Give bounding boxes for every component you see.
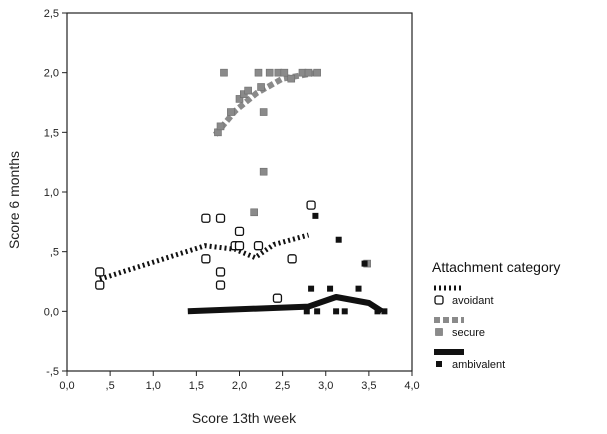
fit-lines	[99, 69, 384, 315]
x-tick-label: 4,0	[404, 380, 419, 392]
plot-frame	[66, 12, 413, 372]
secure-point	[235, 95, 244, 103]
ambivalent-point	[314, 308, 321, 315]
secure-point	[287, 74, 296, 83]
ambivalent-point	[341, 308, 348, 315]
avoidant-fit-line	[99, 232, 310, 282]
avoidant-point	[234, 226, 245, 237]
avoidant-point	[306, 200, 316, 210]
x-tick-label: 2,0	[232, 380, 247, 392]
avoidant-point	[201, 213, 211, 223]
ambivalent-point	[312, 212, 319, 219]
x-tick-label: ,5	[106, 380, 115, 392]
avoidant-legend-label: avoidant	[452, 295, 494, 307]
y-tick-label: ,5	[50, 247, 59, 259]
ambivalent-point	[381, 308, 388, 315]
y-tick-label: 2,0	[44, 68, 59, 80]
secure-point	[220, 68, 228, 77]
avoidant-point	[272, 293, 283, 303]
secure-fit-line	[212, 69, 318, 137]
avoidant-point	[95, 280, 105, 290]
x-axis-ticks: 0,0 ,5 1,0 1,5 2,0 2,5 3,0 3,5 4,0	[59, 371, 420, 392]
legend-title: Attachment category	[432, 259, 560, 275]
avoidant-point	[234, 241, 245, 251]
secure-point	[254, 68, 263, 77]
secure-point	[244, 86, 252, 95]
avoidant-point	[215, 267, 226, 277]
data-points	[95, 68, 388, 315]
y-tick-label: -,5	[46, 366, 59, 378]
y-tick-label: 1,5	[44, 127, 59, 139]
avoidant-point	[215, 213, 226, 223]
ambivalent-point	[335, 236, 342, 243]
ambivalent-fit-line	[187, 294, 384, 315]
x-tick-label: 2,5	[275, 380, 290, 392]
secure-point	[227, 108, 235, 116]
ambivalent-legend-label: ambivalent	[452, 359, 505, 371]
secure-point	[257, 83, 265, 91]
x-tick-label: 3,0	[318, 380, 333, 392]
ambivalent-point	[355, 285, 362, 292]
x-axis-title: Score 13th week	[192, 410, 297, 426]
secure-point	[265, 68, 274, 77]
y-axis-ticks: -,5 0,0 ,5 1,0 1,5 2,0 2,5	[44, 8, 67, 378]
ambivalent-point	[374, 308, 381, 315]
x-tick-label: 0,0	[59, 380, 74, 392]
ambivalent-point	[333, 308, 340, 315]
secure-point	[313, 68, 321, 77]
secure-legend-label: secure	[452, 327, 485, 339]
x-tick-label: 3,5	[361, 380, 376, 392]
secure-point	[259, 167, 268, 176]
ambivalent-point	[327, 285, 334, 292]
y-axis-title: Score 6 months	[6, 151, 22, 249]
avoidant-point	[95, 267, 105, 277]
secure-legend-marker	[435, 328, 443, 336]
ambivalent-legend-marker	[436, 361, 442, 367]
legend-items: avoidant secure ambivalent	[434, 285, 505, 371]
ambivalent-point	[303, 308, 310, 315]
y-tick-label: 1,0	[44, 187, 59, 199]
y-tick-label: 2,5	[44, 8, 59, 20]
ambivalent-point	[308, 285, 315, 292]
secure-point	[280, 68, 289, 77]
ambivalent-point	[361, 260, 368, 267]
secure-point	[259, 108, 268, 116]
secure-point	[250, 208, 258, 217]
y-tick-label: 0,0	[44, 306, 59, 318]
avoidant-point	[201, 254, 211, 264]
legend: Attachment category avoidant secure ambiva…	[432, 259, 560, 371]
avoidant-point	[287, 254, 297, 264]
secure-point	[216, 122, 225, 131]
x-tick-label: 1,5	[189, 380, 204, 392]
avoidant-point	[215, 280, 226, 290]
avoidant-point	[253, 241, 264, 251]
x-tick-label: 1,0	[146, 380, 161, 392]
avoidant-legend-marker	[434, 295, 444, 305]
secure-point	[304, 68, 313, 77]
